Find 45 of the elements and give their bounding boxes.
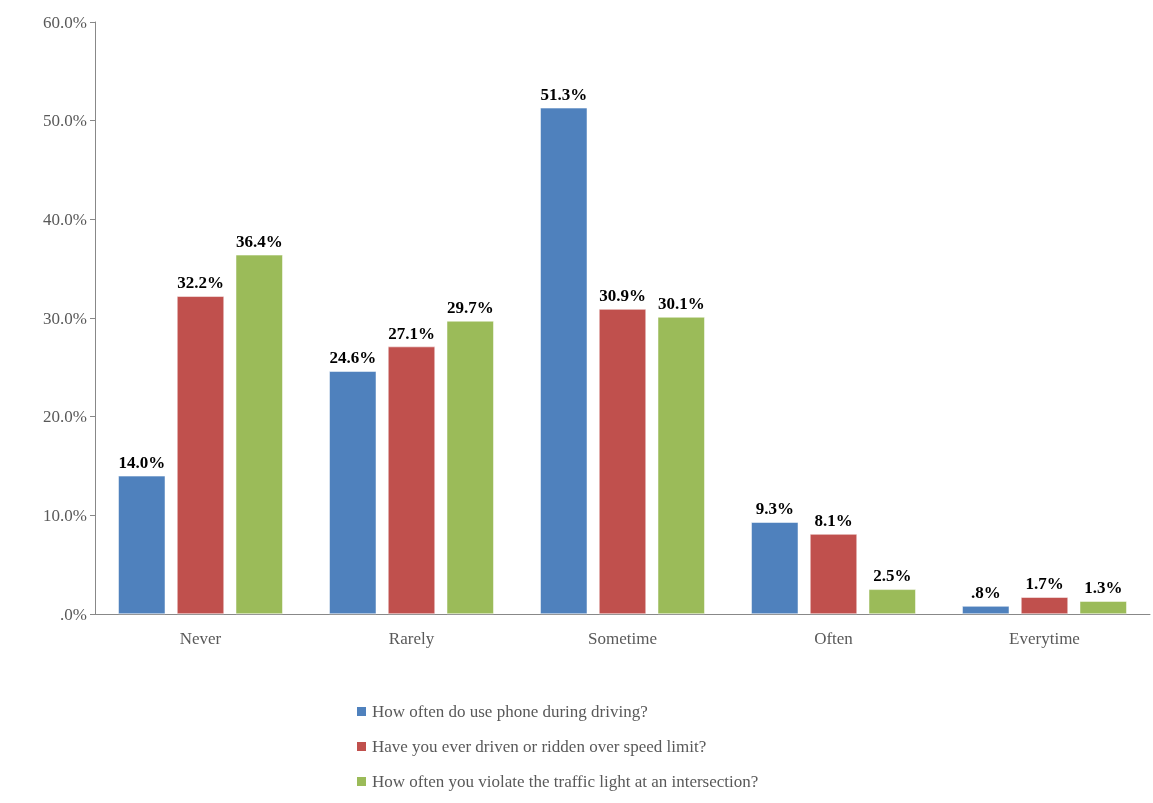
y-tick-label: 40.0% [43, 209, 87, 229]
data-label: 1.3% [1084, 578, 1123, 598]
data-label: 9.3% [755, 499, 794, 519]
legend-label: Have you ever driven or ridden over speed limit? [372, 737, 707, 756]
data-label: 1.7% [1025, 574, 1064, 594]
data-label: 32.2% [177, 273, 224, 293]
bar [751, 522, 799, 614]
bar [810, 534, 857, 614]
bar [599, 309, 646, 614]
bar [1079, 601, 1127, 614]
bar [1021, 597, 1068, 614]
bar [540, 107, 588, 614]
x-tick-label: Often [814, 629, 854, 648]
y-tick-label: 20.0% [43, 407, 87, 427]
bar [235, 254, 283, 614]
data-label: .8% [970, 583, 1001, 603]
x-tick-label: Sometime [588, 629, 657, 648]
bar [962, 606, 1010, 614]
data-label: 51.3% [540, 84, 588, 104]
bar [868, 589, 916, 614]
y-tick-label: 50.0% [43, 111, 87, 131]
data-label: 14.0% [118, 452, 166, 472]
data-label: 8.1% [814, 511, 853, 531]
data-label: 30.9% [599, 286, 646, 306]
bar [118, 475, 166, 614]
legend-label: How often do use phone during driving? [372, 702, 648, 721]
data-label: 36.4% [235, 231, 283, 251]
bar [329, 371, 377, 614]
data-label: 29.7% [446, 297, 494, 317]
x-tick-label: Rarely [388, 629, 435, 648]
bar [446, 320, 494, 614]
data-label: 27.1% [388, 323, 435, 343]
bar [177, 296, 224, 614]
x-tick-label: Everytime [1009, 629, 1080, 648]
y-tick-label: .0% [60, 604, 87, 624]
data-label: 24.6% [329, 348, 377, 368]
bar [388, 346, 435, 614]
legend-label: How often you violate the traffic light at an intersection? [372, 772, 759, 791]
data-label: 2.5% [873, 566, 912, 586]
bar [657, 317, 705, 614]
y-tick-label: 60.0% [43, 12, 87, 32]
y-tick-label: 30.0% [43, 308, 87, 328]
x-tick-label: Never [179, 629, 222, 648]
y-tick-label: 10.0% [43, 505, 87, 525]
data-label: 30.1% [657, 294, 705, 314]
